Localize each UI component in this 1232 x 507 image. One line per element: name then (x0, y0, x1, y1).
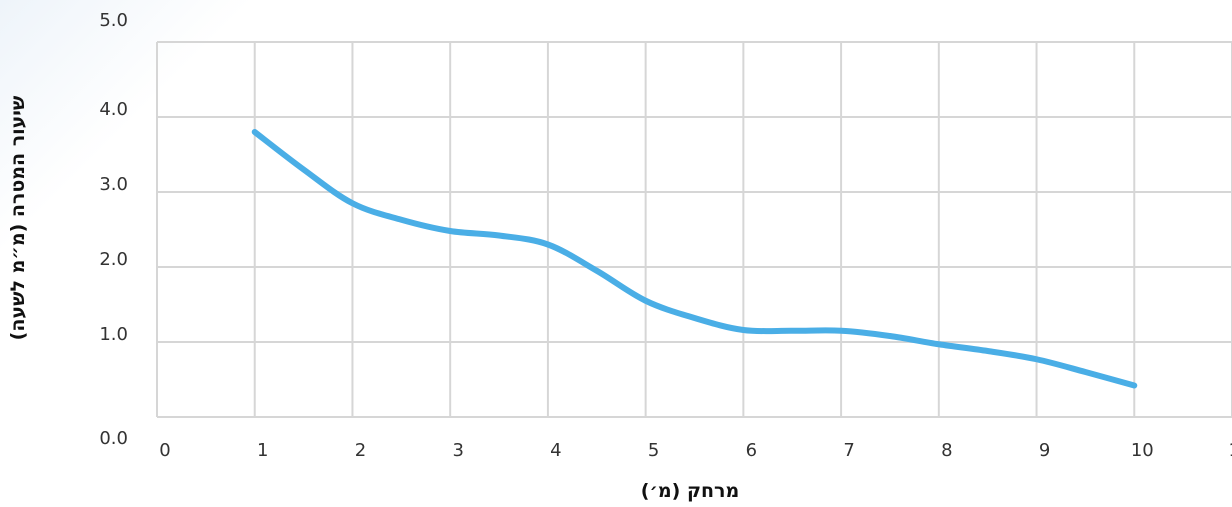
x-tick-label: 7 (843, 440, 854, 461)
y-tick-label: 4.0 (99, 99, 128, 120)
y-tick-label: 1.0 (99, 324, 128, 345)
x-tick-labels: 0 1 2 3 4 5 6 7 8 9 10 11 (159, 440, 1232, 461)
x-tick-label: 9 (1039, 440, 1050, 461)
y-tick-label: 3.0 (99, 174, 128, 195)
y-tick-label: 0.0 (99, 428, 128, 449)
x-tick-label: 8 (941, 440, 952, 461)
series-line (251, 129, 1138, 389)
x-tick-label: 6 (746, 440, 757, 461)
y-axis-title: שיעור המטרה (מ״מ לשעה) (7, 95, 29, 340)
x-tick-label: 10 (1131, 440, 1154, 461)
x-tick-label: 1 (257, 440, 268, 461)
x-tick-label: 5 (648, 440, 659, 461)
x-tick-label: 2 (355, 440, 366, 461)
x-tick-label: 11 (1229, 440, 1232, 461)
y-tick-label: 5.0 (99, 10, 128, 31)
x-tick-label: 4 (550, 440, 561, 461)
grid-layer (156, 41, 1232, 418)
x-tick-label: 3 (452, 440, 463, 461)
x-tick-label: 0 (159, 440, 170, 461)
y-tick-labels: 0.0 1.0 2.0 3.0 4.0 5.0 (99, 10, 128, 449)
y-tick-label: 2.0 (99, 249, 128, 270)
x-axis-title: מרחק (מ׳) (641, 480, 739, 502)
series-layer (251, 129, 1138, 389)
